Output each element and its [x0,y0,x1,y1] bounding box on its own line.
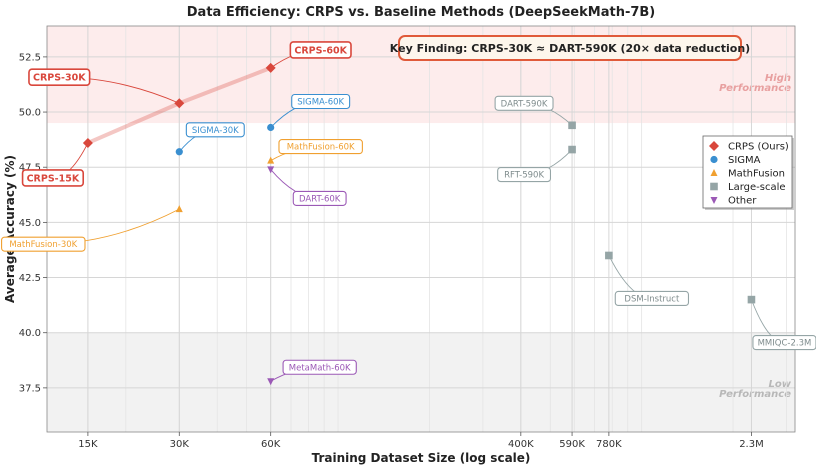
legend-marker [710,182,718,191]
annotation-box [497,167,552,183]
legend-marker [710,197,718,204]
annotation-box [28,68,91,87]
performance-band [47,332,795,432]
y-tick-label: 40.0 [19,328,41,339]
annotation-box [494,95,554,111]
band-label: Low [769,379,792,390]
legend-marker [710,155,718,164]
annotation-label: CRPS-30K [33,73,86,84]
data-point [175,148,183,156]
annotation-box [614,290,690,307]
legend-label: CRPS (Ours) [728,142,789,153]
legend-label: MathFusion [728,169,785,180]
x-tick-label: 30K [170,439,190,450]
data-point [747,295,756,304]
annotation-label: SIGMA-60K [297,98,344,108]
y-tick-label: 45.0 [19,218,41,229]
annotation-label: MathFusion-30K [9,240,77,250]
y-tick-label: 52.5 [19,52,41,63]
axes-frame [46,25,796,433]
legend-label: SIGMA [728,155,761,166]
annotation-box [292,190,347,206]
data-point [568,121,576,130]
band-label: High [765,73,791,84]
annotation-label: DART-60K [299,194,341,204]
y-tick-label: 47.5 [19,163,41,174]
data-point [605,251,613,260]
data-point [267,166,275,174]
x-tick-label: 400K [508,439,534,450]
y-tick-label: 50.0 [19,108,41,119]
annotation-label: CRPS-60K [294,45,347,56]
annotation-box [282,359,357,375]
data-point [267,156,275,164]
x-tick-label: 15K [78,439,98,450]
x-tick-label: 2.3M [739,439,764,450]
data-point [267,123,275,132]
annotation-label: MathFusion-60K [287,143,355,153]
annotation-box [21,169,85,187]
y-axis-title: Average Accuracy (%) [3,155,17,303]
annotation-label: CRPS-15K [27,173,80,184]
data-point [174,98,185,109]
data-point [82,137,93,148]
data-point [265,62,276,73]
legend-label: Large-scale [728,182,786,193]
annotation-label: SIGMA-30K [192,126,239,136]
legend [702,135,793,209]
annotation-label: DSM-Instruct [624,295,680,305]
annotation-label: RFT-590K [504,171,544,181]
data-point [267,378,275,386]
legend-marker [710,169,718,176]
data-point [175,205,183,213]
chart-title: Data Efficiency: CRPS vs. Baseline Metho… [187,5,656,20]
x-tick-label: 780K [596,439,622,450]
key-finding-text: Key Finding: CRPS-30K ≈ DART-590K (20× d… [390,42,750,55]
annotation-box [278,139,363,155]
data-point [568,145,576,154]
band-label: Performance [719,389,791,400]
legend-label: Other [728,196,757,207]
annotation-box [185,122,245,138]
annotation-label: MetaMath-60K [289,363,351,373]
band-label: Performance [719,83,791,94]
x-tick-label: 590K [559,439,585,450]
x-tick-label: 60K [261,439,281,450]
key-finding-box [398,35,742,61]
annotation-box [289,41,352,59]
y-tick-label: 37.5 [19,383,41,394]
x-axis-title: Training Dataset Size (log scale) [312,451,531,465]
annotation-label: MMIQC-2.3M [758,339,812,349]
annotation-box [1,236,86,252]
y-tick-label: 42.5 [19,273,41,284]
annotation-label: DART-590K [501,99,548,109]
annotation-box [291,93,351,110]
legend-marker [709,141,719,151]
